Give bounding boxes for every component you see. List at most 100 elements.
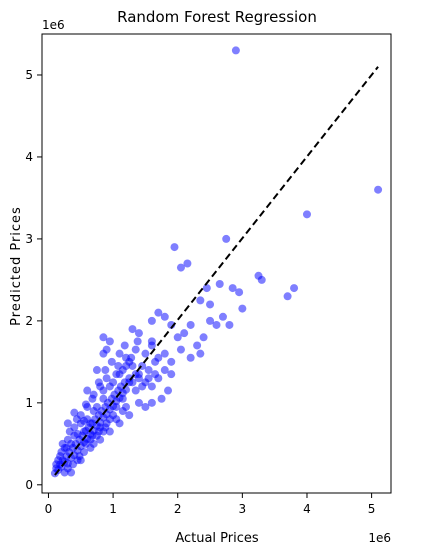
data-point	[231, 46, 240, 55]
data-point	[193, 341, 202, 350]
data-point	[206, 300, 215, 309]
data-point	[186, 353, 195, 362]
data-point	[52, 460, 61, 469]
data-point	[122, 402, 131, 411]
data-point	[170, 243, 179, 252]
data-point	[147, 341, 156, 350]
data-point	[112, 415, 121, 424]
data-point	[160, 349, 169, 358]
data-point	[112, 402, 121, 411]
data-point	[147, 398, 156, 407]
data-point	[102, 374, 111, 383]
x-axis-label: Actual Prices	[175, 531, 259, 546]
data-point	[374, 185, 383, 194]
data-point	[122, 385, 131, 394]
data-point	[134, 398, 143, 407]
data-point	[65, 427, 74, 436]
data-point	[75, 452, 84, 461]
y-tick-label: 1	[25, 396, 33, 410]
plot-frame	[41, 33, 392, 494]
data-point	[176, 263, 185, 272]
data-point	[138, 382, 147, 391]
data-point	[69, 460, 78, 469]
data-point	[164, 386, 173, 395]
y-tick-label: 0	[25, 478, 33, 492]
data-point	[114, 361, 123, 370]
data-point	[105, 337, 114, 346]
data-point	[134, 329, 143, 338]
data-point	[199, 333, 208, 342]
data-point	[120, 341, 129, 350]
data-point	[141, 402, 150, 411]
data-point	[101, 423, 110, 432]
data-point	[101, 366, 110, 375]
data-point	[89, 407, 98, 416]
data-point	[144, 374, 153, 383]
data-point	[154, 308, 163, 317]
data-point	[147, 316, 156, 325]
data-point	[56, 452, 65, 461]
x-tick-label: 2	[174, 502, 182, 516]
data-point	[134, 370, 143, 379]
reference-line	[54, 66, 379, 476]
data-point	[107, 357, 116, 366]
data-point	[102, 345, 111, 354]
x-tick-label: 0	[45, 502, 53, 516]
data-point	[154, 353, 163, 362]
data-point	[167, 370, 176, 379]
data-point	[81, 400, 90, 409]
data-point	[62, 443, 71, 452]
y-tick-label: 5	[25, 68, 33, 82]
data-point	[235, 288, 244, 297]
data-point	[160, 312, 169, 321]
data-point	[160, 366, 169, 375]
data-point	[218, 312, 227, 321]
data-point	[133, 337, 142, 346]
chart-title: Random Forest Regression	[117, 8, 317, 26]
data-points	[50, 46, 383, 478]
data-point	[157, 394, 166, 403]
data-point	[180, 329, 189, 338]
data-point	[81, 439, 90, 448]
data-point	[151, 370, 160, 379]
data-point	[167, 357, 176, 366]
y-axis-label: Predicted Prices	[9, 206, 24, 326]
data-point	[125, 411, 134, 420]
data-point	[127, 353, 136, 362]
data-point	[186, 320, 195, 329]
data-point	[141, 349, 150, 358]
data-point	[86, 419, 95, 428]
data-point	[225, 320, 234, 329]
data-point	[105, 415, 114, 424]
x-tick-label: 4	[303, 502, 311, 516]
x-tick-label: 5	[368, 502, 376, 516]
y-tick-label: 2	[25, 314, 33, 328]
data-point	[128, 361, 137, 370]
data-point	[92, 366, 101, 375]
data-point	[118, 394, 127, 403]
data-point	[83, 386, 92, 395]
data-point	[147, 382, 156, 391]
data-point	[72, 415, 81, 424]
data-point	[99, 333, 108, 342]
x-offset-label: 1e6	[368, 531, 391, 545]
y-tick-label: 4	[25, 150, 33, 164]
y-offset-label: 1e6	[42, 18, 65, 32]
data-point	[212, 320, 221, 329]
data-point	[183, 259, 192, 268]
data-point	[302, 210, 311, 219]
data-point	[238, 304, 247, 313]
data-point	[131, 345, 140, 354]
data-point	[173, 333, 182, 342]
data-point	[63, 419, 72, 428]
data-point	[88, 394, 97, 403]
data-point	[290, 284, 299, 293]
data-point	[105, 382, 114, 391]
data-point	[176, 345, 185, 354]
data-point	[115, 349, 124, 358]
data-point	[283, 292, 292, 301]
data-point	[196, 349, 205, 358]
data-point	[215, 279, 224, 288]
axis-ticks: 0 1 2 3 4 5 0 1 2 3 4 5	[25, 68, 375, 516]
